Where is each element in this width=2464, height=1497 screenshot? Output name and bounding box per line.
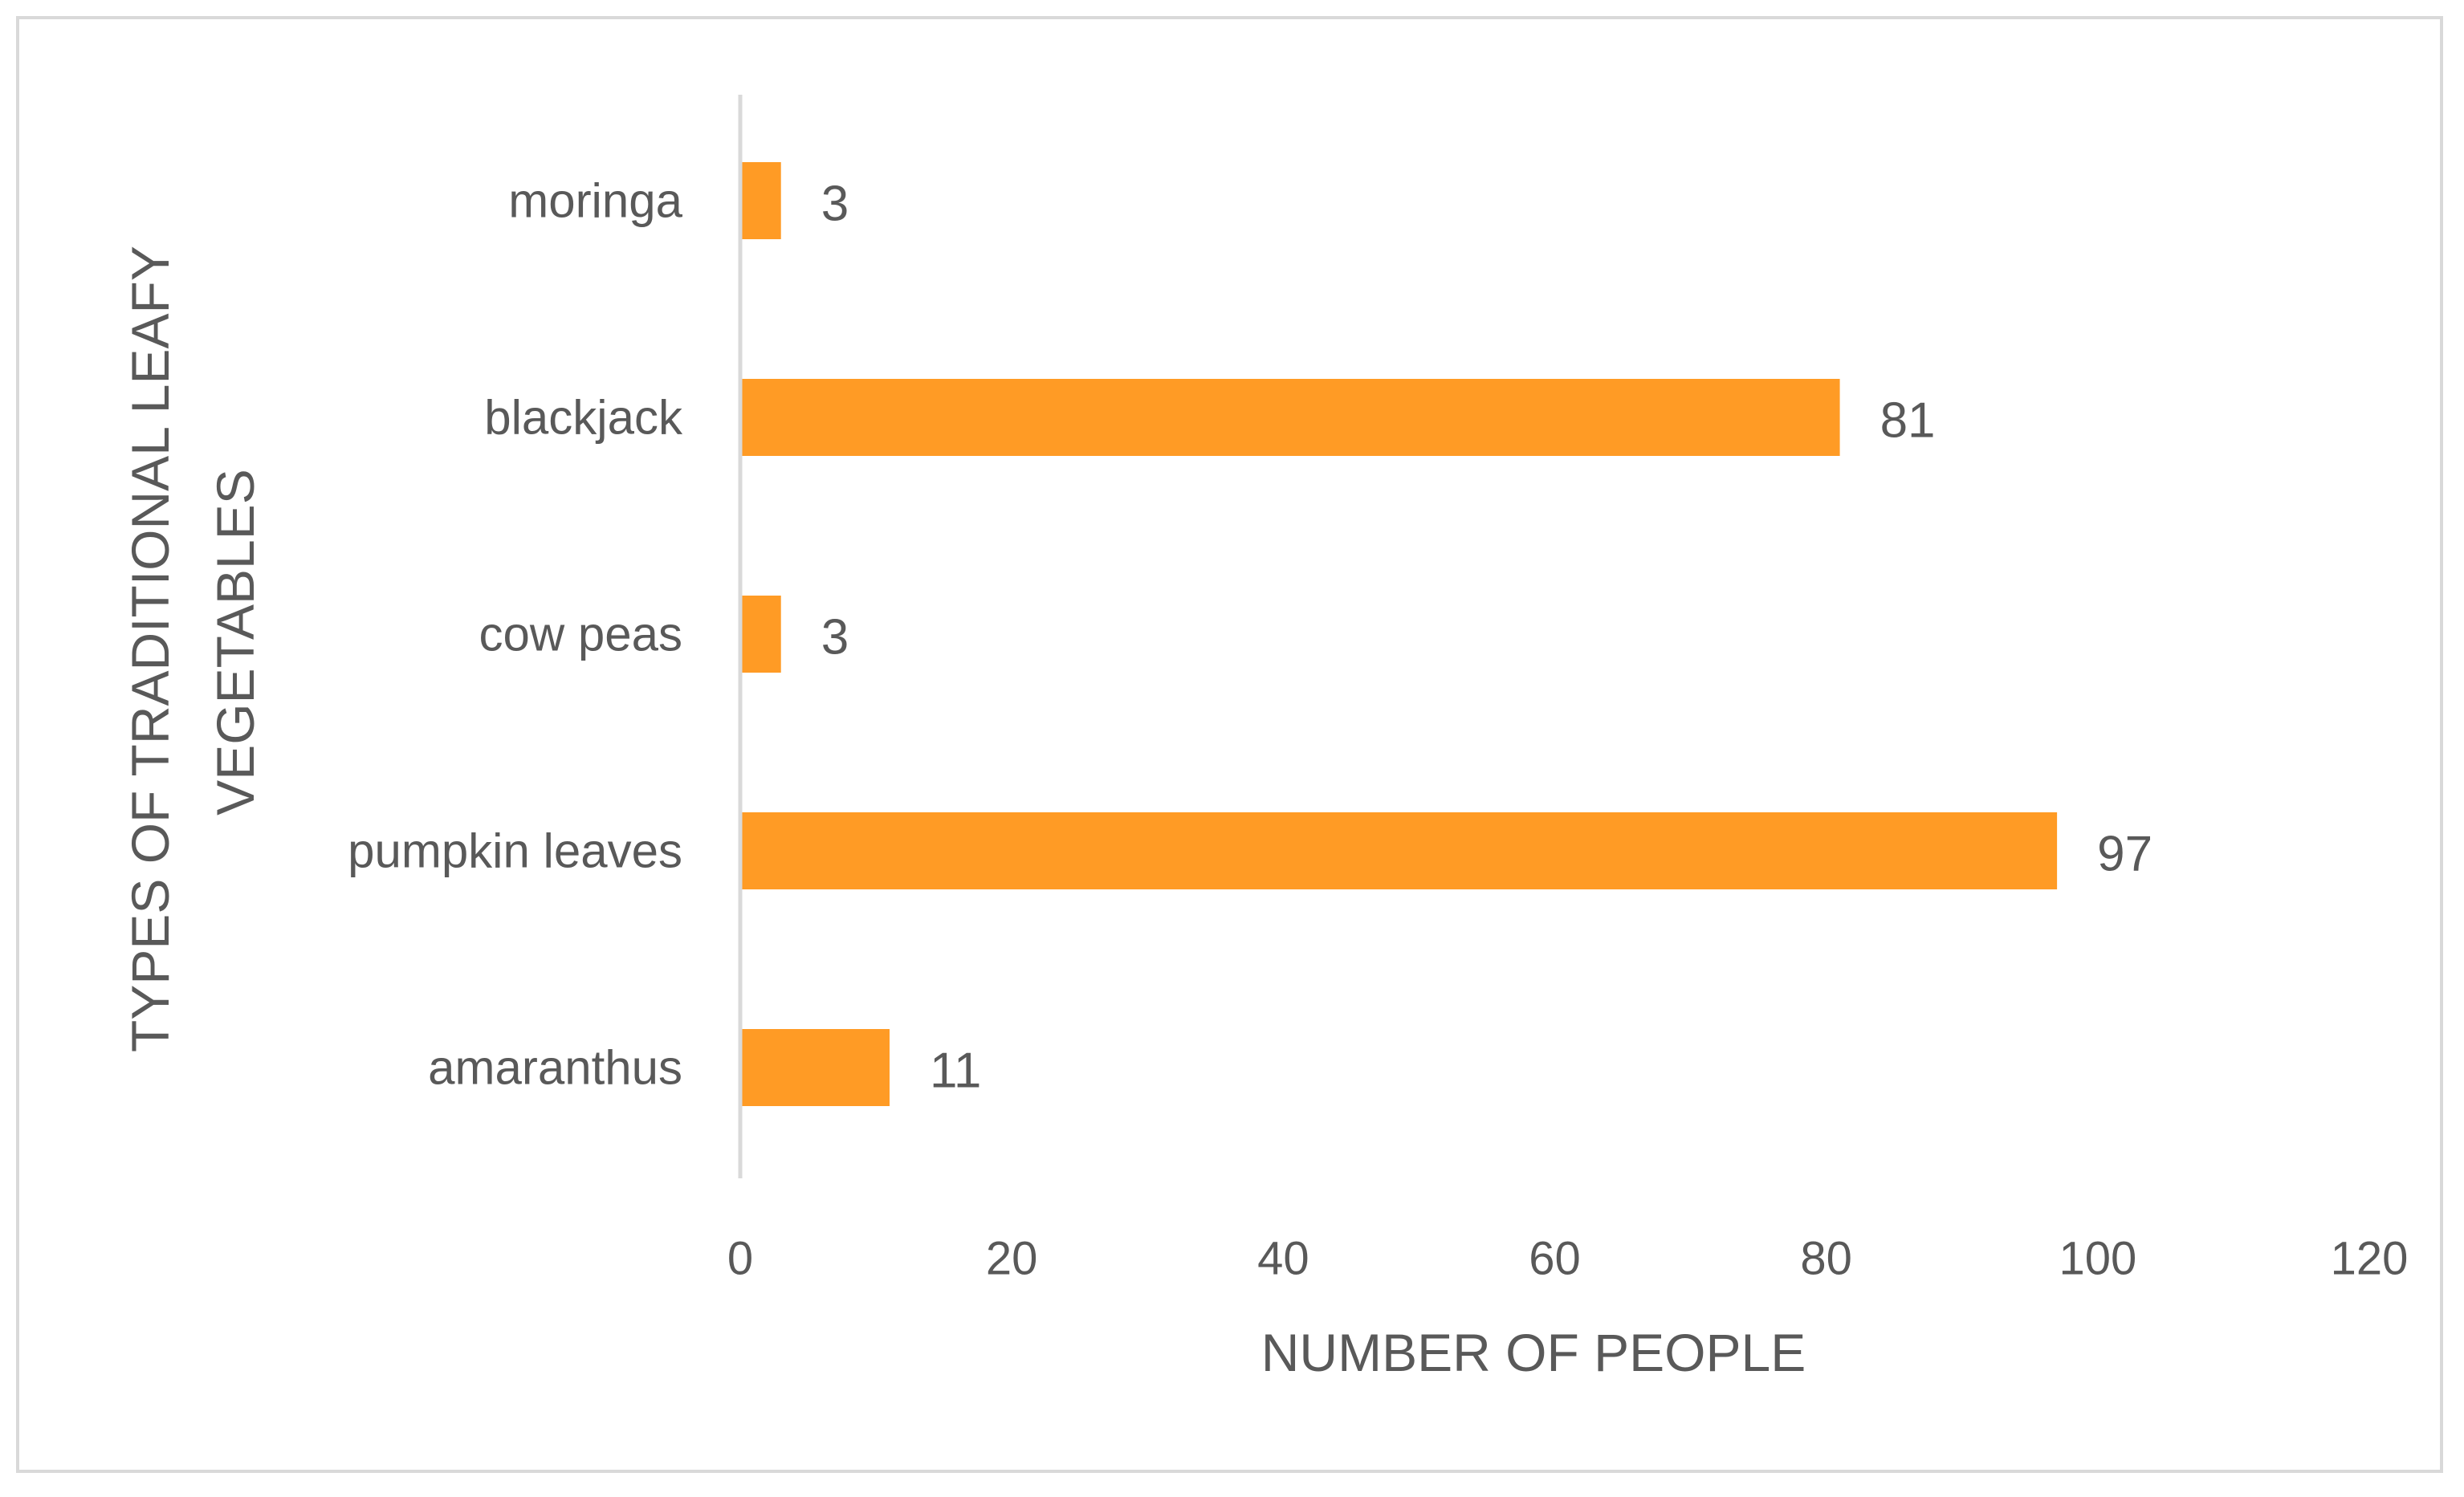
y-axis-title-line-2: VEGETABLES <box>206 469 265 816</box>
bar-cow-peas <box>740 596 781 673</box>
y-axis-title-line-1: TYPES OF TRADITIONAL LEAFY <box>120 246 180 1052</box>
x-tick-label-80: 80 <box>1800 1233 1852 1285</box>
x-tick-label-40: 40 <box>1257 1233 1309 1285</box>
bar-pumpkin-leaves <box>740 812 2058 889</box>
data-label-cow-peas: 3 <box>821 610 849 665</box>
x-tick-label-120: 120 <box>2331 1233 2409 1285</box>
x-tick-label-100: 100 <box>2059 1233 2136 1285</box>
x-tick-label-0: 0 <box>727 1233 753 1285</box>
data-label-moringa: 3 <box>821 177 849 232</box>
category-label-moringa: moringa <box>508 174 682 228</box>
data-label-blackjack: 81 <box>1880 393 1936 449</box>
category-label-amaranthus: amaranthus <box>428 1041 682 1095</box>
bar-moringa <box>740 162 781 239</box>
category-label-cow-peas: cow peas <box>479 608 682 661</box>
labels-layer: moringa 3 blackjack 81 cow peas 3 pumpkin leav… <box>348 174 2408 1285</box>
x-axis-title: NUMBER OF PEOPLE <box>1261 1323 1806 1382</box>
bar-amaranthus <box>740 1029 890 1106</box>
y-axis-title: TYPES OF TRADITIONAL LEAFY VEGETABLES <box>120 232 265 1052</box>
bars-layer <box>740 162 2058 1106</box>
category-label-blackjack: blackjack <box>484 391 683 445</box>
data-label-pumpkin-leaves: 97 <box>2097 827 2152 882</box>
chart-frame <box>16 16 2443 1473</box>
bar-blackjack <box>740 379 1840 456</box>
data-label-amaranthus: 11 <box>930 1043 981 1099</box>
category-label-pumpkin-leaves: pumpkin leaves <box>348 824 682 878</box>
x-tick-label-60: 60 <box>1529 1233 1581 1285</box>
x-tick-label-20: 20 <box>986 1233 1038 1285</box>
